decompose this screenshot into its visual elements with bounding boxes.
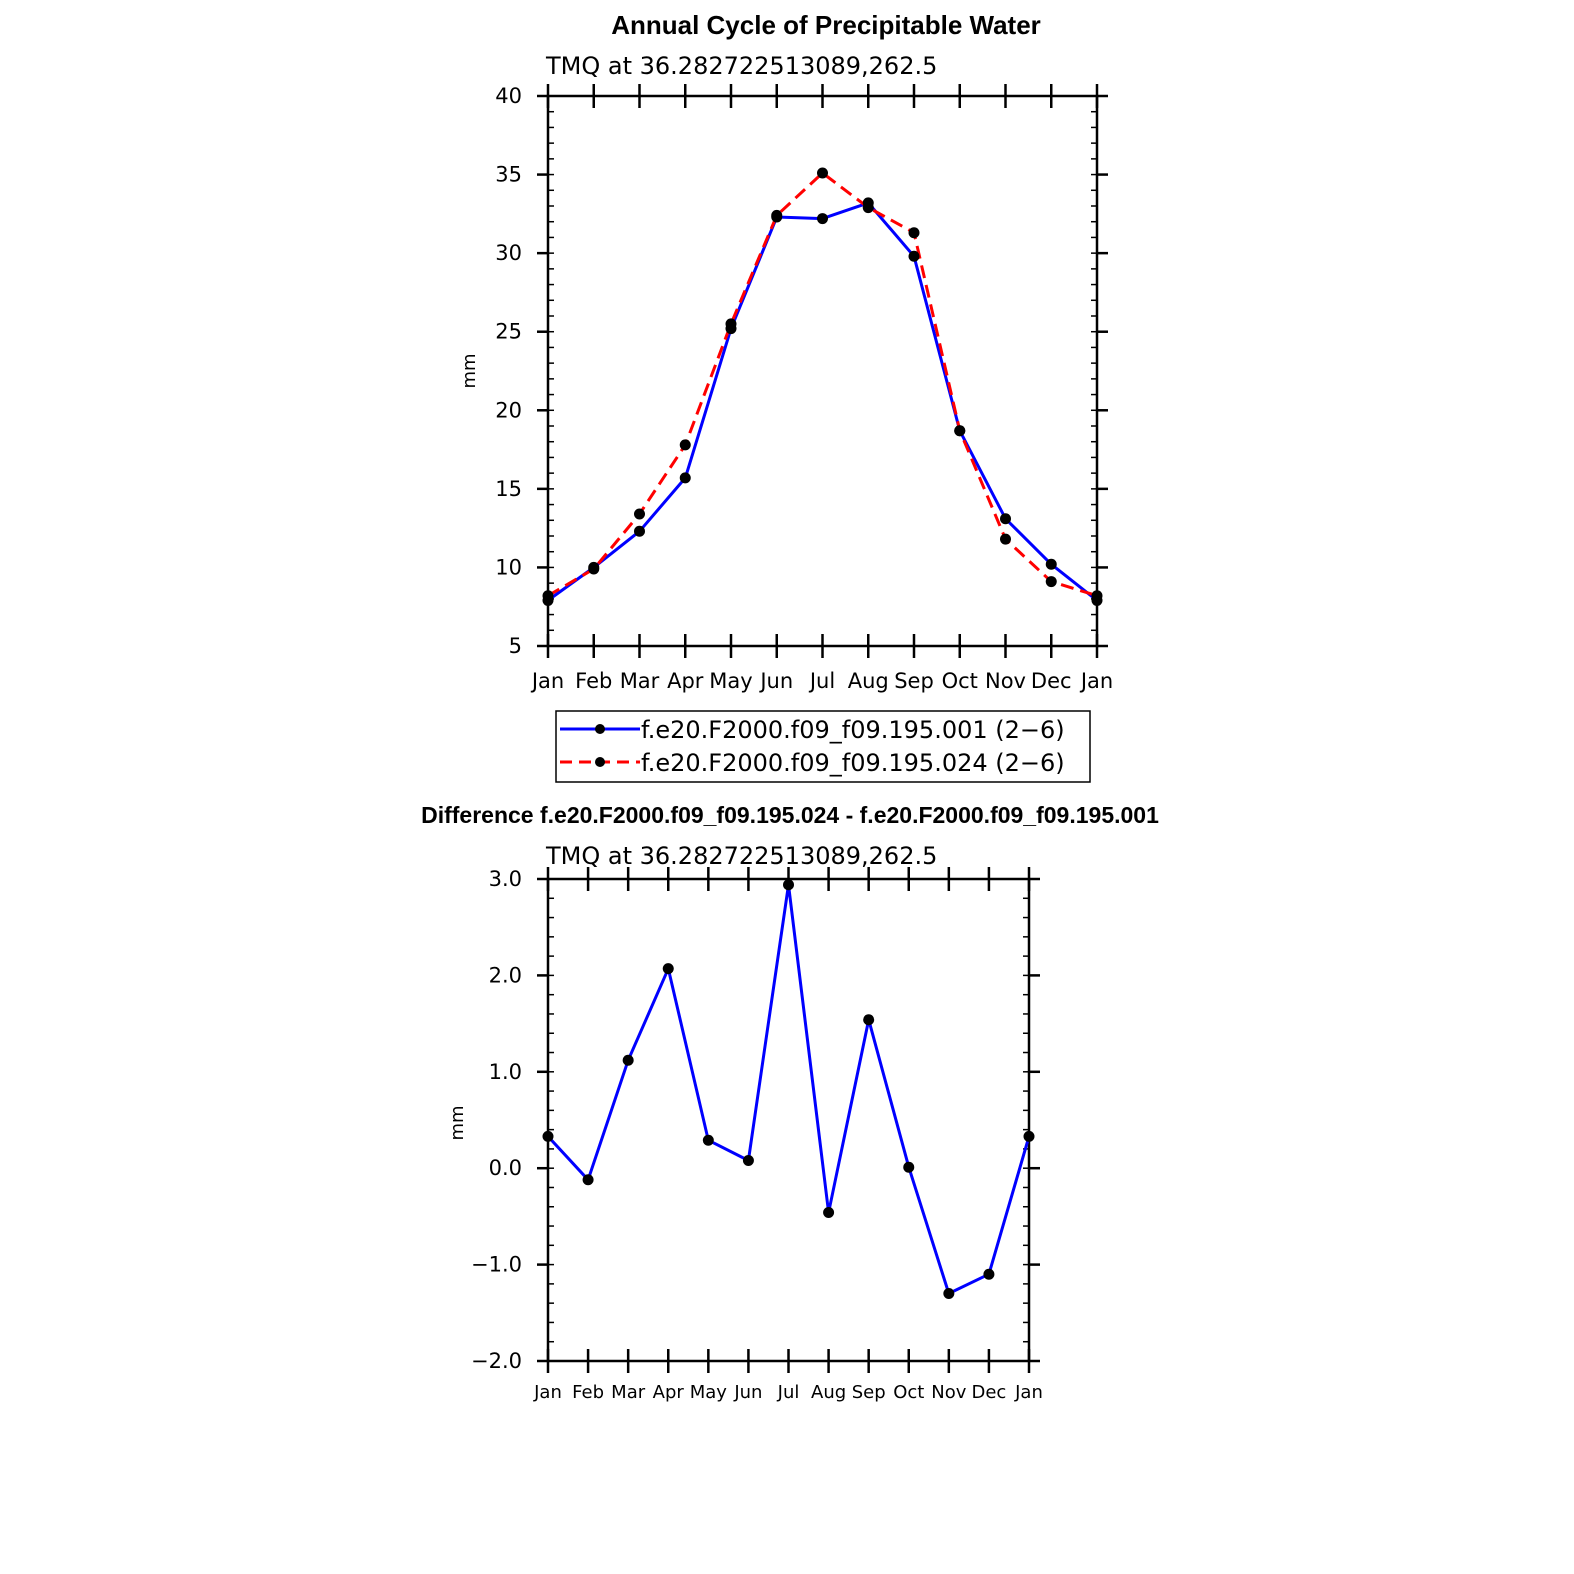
x-tick-label: Jan: [533, 1382, 562, 1403]
x-tick-label: Dec: [971, 1382, 1006, 1403]
x-tick-label: Sep: [894, 669, 934, 693]
legend-marker-series-2: [595, 757, 605, 767]
legend-label-series-2: f.e20.F2000.f09_f09.195.024 (2−6): [641, 749, 1065, 777]
y-tick-label: 1.0: [489, 1060, 522, 1084]
chart1-subtitle: TMQ at 36.282722513089,262.5: [545, 52, 937, 80]
x-tick-label: Feb: [575, 669, 612, 693]
x-tick-label: Mar: [620, 669, 660, 693]
series-2-point: [1091, 590, 1103, 602]
y-tick-label: 35: [495, 163, 522, 187]
series-1-point: [1023, 1130, 1035, 1142]
series-1-point: [1045, 558, 1057, 570]
x-tick-label: May: [709, 669, 752, 693]
series-2-point: [679, 439, 691, 451]
chart2-series: [542, 879, 1035, 1300]
legend-marker-series-1: [595, 724, 605, 734]
x-tick-label: May: [690, 1382, 728, 1403]
series-2-point: [862, 202, 874, 214]
y-tick-label: 15: [495, 477, 522, 501]
x-tick-label: Apr: [653, 1382, 685, 1403]
x-tick-label: Aug: [848, 669, 889, 693]
y-tick-label: 3.0: [489, 867, 522, 891]
series-line-1: [547, 201, 1098, 602]
series-1-point: [582, 1174, 594, 1186]
chart2-subtitle: TMQ at 36.282722513089,262.5: [545, 842, 937, 870]
series-1-point: [943, 1288, 955, 1300]
series-2-point: [542, 590, 554, 602]
series-1-point: [542, 1130, 554, 1142]
legend-box: [555, 710, 1091, 783]
x-tick-label: Oct: [942, 669, 978, 693]
series-2-point: [634, 508, 645, 520]
series-1-point: [742, 1154, 754, 1166]
x-tick-label: Oct: [893, 1382, 924, 1403]
y-tick-label: −2.0: [471, 1349, 522, 1373]
y-tick-label: −1.0: [471, 1253, 522, 1277]
chart2-axes: [537, 867, 1040, 1373]
x-tick-label: Nov: [931, 1382, 966, 1403]
series-1-point: [702, 1134, 714, 1146]
series-2-point: [954, 425, 966, 437]
series-2-point: [588, 563, 600, 575]
annual-cycle-chart: Annual Cycle of Precipitable Water TMQ a…: [459, 10, 1113, 783]
chart2-y-tick-labels: −2.0 −1.0 0.0 1.0 2.0 3.0: [471, 867, 522, 1373]
x-tick-label: Nov: [985, 669, 1026, 693]
y-tick-label: 5: [509, 634, 522, 658]
x-tick-label: Aug: [811, 1382, 846, 1403]
chart1-series: [542, 167, 1103, 606]
series-1-point: [1000, 513, 1011, 525]
y-tick-label: 0.0: [489, 1156, 522, 1180]
y-tick-label: 25: [495, 320, 522, 344]
chart2-x-tick-labels: Jan Feb Mar Apr May Jun Jul Aug Sep Oct Nov Dec Jan: [533, 1382, 1043, 1403]
x-tick-label: Jun: [733, 1382, 762, 1403]
chart1-ylabel: mm: [459, 353, 480, 388]
y-tick-label: 10: [495, 555, 522, 579]
series-1-point: [679, 472, 691, 484]
chart1-axes: [537, 84, 1108, 658]
series-2-point: [725, 318, 737, 330]
legend-label-series-1: f.e20.F2000.f09_f09.195.001 (2−6): [641, 716, 1065, 744]
x-tick-label: Jan: [1014, 1382, 1043, 1403]
chart1-title: Annual Cycle of Precipitable Water: [611, 10, 1041, 40]
x-tick-label: Jun: [758, 669, 793, 693]
series-line-2: [547, 171, 1098, 598]
x-tick-label: Jan: [530, 669, 564, 693]
chart1-legend: f.e20.F2000.f09_f09.195.001 (2−6) f.e20.…: [555, 710, 1091, 783]
series-2-point: [908, 227, 920, 239]
y-tick-label: 2.0: [489, 963, 522, 987]
difference-chart: Difference f.e20.F2000.f09_f09.195.024 -…: [421, 802, 1159, 1403]
series-1-point: [903, 1161, 915, 1173]
x-tick-label: Feb: [572, 1382, 604, 1403]
x-tick-label: Jan: [1079, 669, 1113, 693]
x-tick-label: Mar: [611, 1382, 646, 1403]
series-1-point: [863, 1014, 875, 1026]
series-1-point: [908, 250, 920, 262]
chart2-ylabel: mm: [447, 1105, 468, 1140]
series-1-point: [817, 213, 828, 225]
series-1-point: [622, 1054, 634, 1066]
series-2-point: [1000, 533, 1011, 545]
y-tick-label: 40: [495, 84, 522, 108]
y-tick-label: 20: [495, 398, 522, 422]
series-1-point: [983, 1268, 995, 1280]
x-tick-label: Apr: [667, 669, 704, 693]
series-1-point: [662, 963, 674, 975]
series-2-point: [817, 167, 828, 179]
series-2-point: [1045, 576, 1057, 588]
series-2-point: [771, 209, 783, 221]
series-1-point: [634, 525, 645, 537]
chart2-title: Difference f.e20.F2000.f09_f09.195.024 -…: [421, 802, 1159, 828]
chart1-y-tick-labels: 5 10 15 20 25 30 35 40: [495, 84, 522, 658]
x-tick-label: Sep: [852, 1382, 886, 1403]
y-tick-label: 30: [495, 241, 522, 265]
series-line-1: [546, 883, 1031, 1295]
series-1-point: [823, 1207, 835, 1219]
series-1-point: [783, 879, 794, 891]
x-tick-label: Jul: [777, 1382, 800, 1403]
chart1-x-tick-labels: Jan Feb Mar Apr May Jun Jul Aug Sep Oct Nov Dec Jan: [530, 669, 1113, 693]
x-tick-label: Dec: [1031, 669, 1072, 693]
x-tick-label: Jul: [808, 669, 835, 693]
